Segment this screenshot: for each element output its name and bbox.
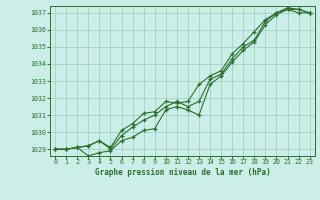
X-axis label: Graphe pression niveau de la mer (hPa): Graphe pression niveau de la mer (hPa) — [94, 168, 270, 177]
